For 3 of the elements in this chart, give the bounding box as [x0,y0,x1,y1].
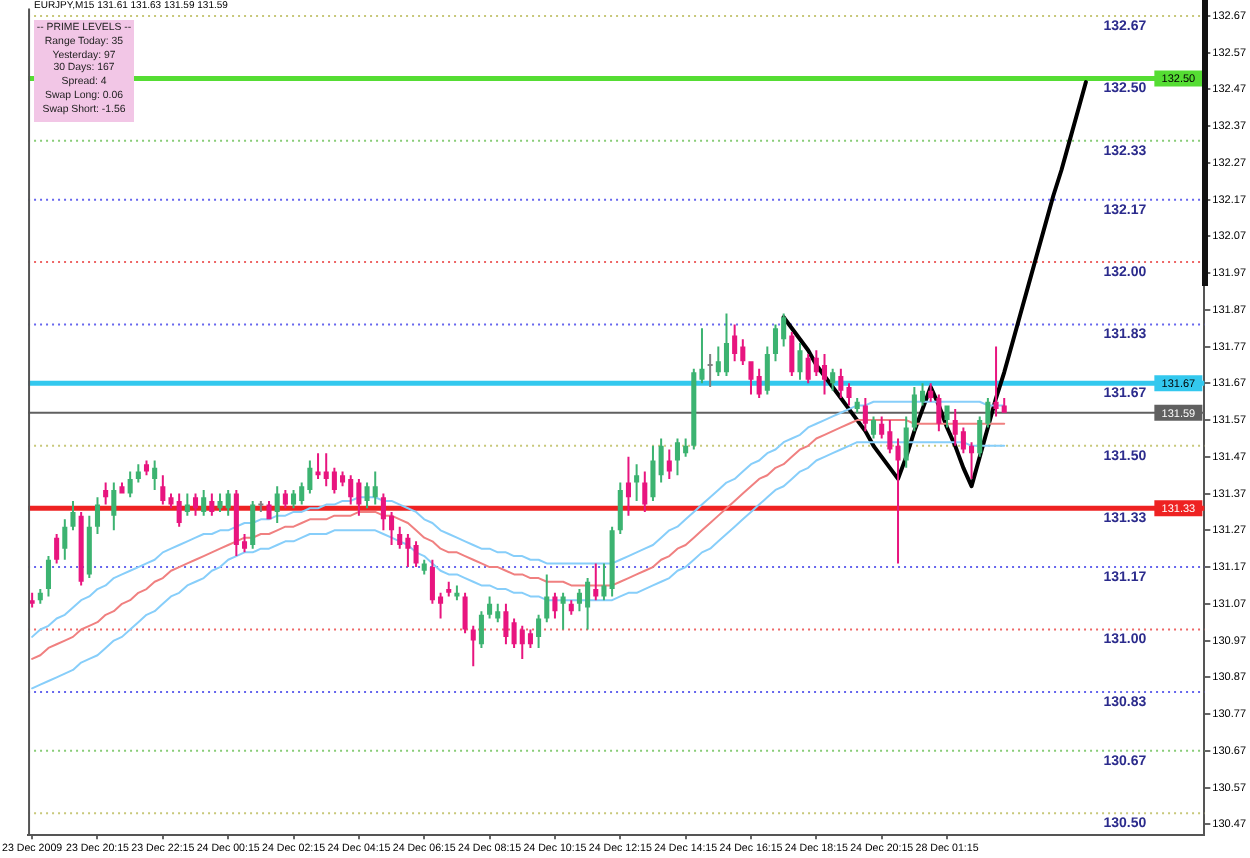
candlestick [119,482,125,494]
candlestick [707,353,713,388]
candlestick [993,346,999,417]
